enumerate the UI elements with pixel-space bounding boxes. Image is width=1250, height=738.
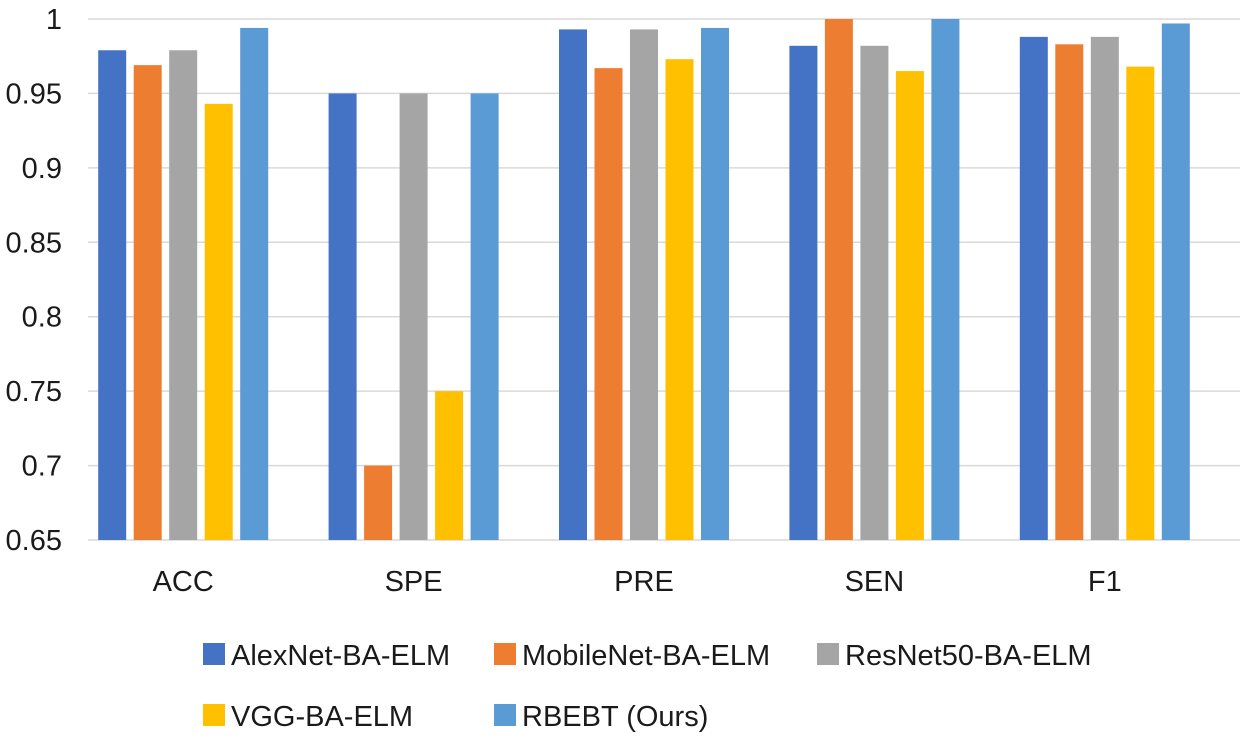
x-category-label: SEN bbox=[845, 566, 905, 598]
gridlines bbox=[88, 18, 1240, 541]
bar-spe-2 bbox=[364, 465, 393, 540]
bar-sen-4 bbox=[895, 71, 924, 540]
legend-swatch bbox=[203, 643, 225, 665]
bar-acc-4 bbox=[204, 103, 233, 540]
legend-item: VGG-BA-ELM bbox=[203, 701, 413, 733]
bar-spe-3 bbox=[399, 93, 428, 540]
bar-pre-4 bbox=[665, 59, 694, 540]
legend-swatch bbox=[494, 643, 516, 665]
bar-acc-1 bbox=[98, 50, 127, 540]
y-axis-ticks: 0.65 0.7 0.75 0.8 0.85 0.9 0.95 1 bbox=[6, 4, 62, 557]
legend: AlexNet-BA-ELM MobileNet-BA-ELM ResNet50-B… bbox=[203, 640, 1092, 733]
bars bbox=[98, 19, 1190, 541]
bar-f1-2 bbox=[1055, 44, 1084, 540]
bar-sen-2 bbox=[824, 19, 853, 540]
bar-spe-1 bbox=[328, 93, 357, 540]
y-tick-label: 0.8 bbox=[22, 302, 62, 334]
bar-pre-3 bbox=[630, 29, 658, 540]
x-category-label: F1 bbox=[1088, 566, 1122, 598]
x-category-label: SPE bbox=[385, 566, 443, 598]
bar-pre-5 bbox=[701, 27, 729, 540]
bar-sen-5 bbox=[931, 19, 960, 540]
legend-item: RBEBT (Ours) bbox=[494, 701, 708, 733]
bar-spe-4 bbox=[435, 391, 464, 540]
bar-sen-3 bbox=[860, 45, 889, 541]
legend-label: RBEBT (Ours) bbox=[522, 701, 708, 733]
bar-acc-3 bbox=[169, 50, 198, 540]
y-tick-label: 1 bbox=[46, 4, 62, 36]
bar-f1-4 bbox=[1126, 66, 1155, 541]
bar-spe-5 bbox=[470, 93, 499, 540]
x-category-label: PRE bbox=[614, 566, 674, 598]
legend-label: ResNet50-BA-ELM bbox=[845, 640, 1092, 672]
bar-f1-1 bbox=[1019, 36, 1048, 541]
legend-item: MobileNet-BA-ELM bbox=[494, 640, 770, 672]
y-tick-label: 0.65 bbox=[6, 525, 62, 557]
legend-swatch bbox=[494, 704, 516, 726]
y-tick-label: 0.7 bbox=[22, 451, 62, 483]
legend-swatch bbox=[817, 643, 839, 665]
legend-label: MobileNet-BA-ELM bbox=[522, 640, 770, 672]
x-category-label: ACC bbox=[153, 566, 214, 598]
bar-pre-1 bbox=[559, 29, 587, 540]
y-tick-label: 0.85 bbox=[6, 227, 62, 259]
legend-label: AlexNet-BA-ELM bbox=[231, 640, 450, 672]
bar-f1-5 bbox=[1161, 23, 1190, 541]
y-tick-label: 0.9 bbox=[22, 153, 62, 185]
y-tick-label: 0.95 bbox=[6, 78, 62, 110]
legend-swatch bbox=[203, 704, 225, 726]
legend-item: ResNet50-BA-ELM bbox=[817, 640, 1092, 672]
bar-sen-1 bbox=[789, 45, 818, 541]
y-tick-label: 0.75 bbox=[6, 376, 62, 408]
bar-acc-5 bbox=[240, 27, 269, 540]
x-axis-categories: ACC SPE PRE SEN F1 bbox=[153, 566, 1122, 598]
bar-acc-2 bbox=[133, 65, 162, 540]
legend-item: AlexNet-BA-ELM bbox=[203, 640, 450, 672]
legend-label: VGG-BA-ELM bbox=[231, 701, 413, 733]
bar-pre-2 bbox=[594, 68, 623, 540]
bar-f1-3 bbox=[1090, 36, 1119, 541]
